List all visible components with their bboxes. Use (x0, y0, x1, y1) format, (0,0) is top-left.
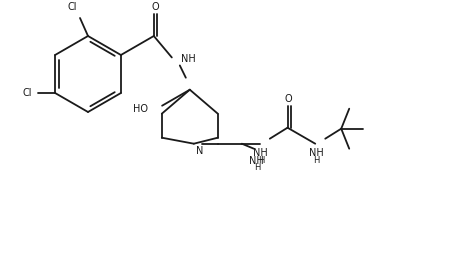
Text: H: H (313, 156, 320, 165)
Text: H: H (258, 156, 264, 165)
Text: NH: NH (253, 148, 268, 158)
Text: NH: NH (309, 148, 324, 158)
Text: HO: HO (133, 104, 148, 114)
Text: Cl: Cl (67, 2, 77, 12)
Text: N: N (196, 146, 204, 156)
Text: O: O (151, 2, 159, 12)
Text: Cl: Cl (23, 88, 32, 98)
Text: H: H (254, 163, 260, 172)
Text: NH: NH (250, 156, 264, 166)
Text: O: O (285, 94, 292, 104)
Text: NH: NH (181, 54, 196, 64)
